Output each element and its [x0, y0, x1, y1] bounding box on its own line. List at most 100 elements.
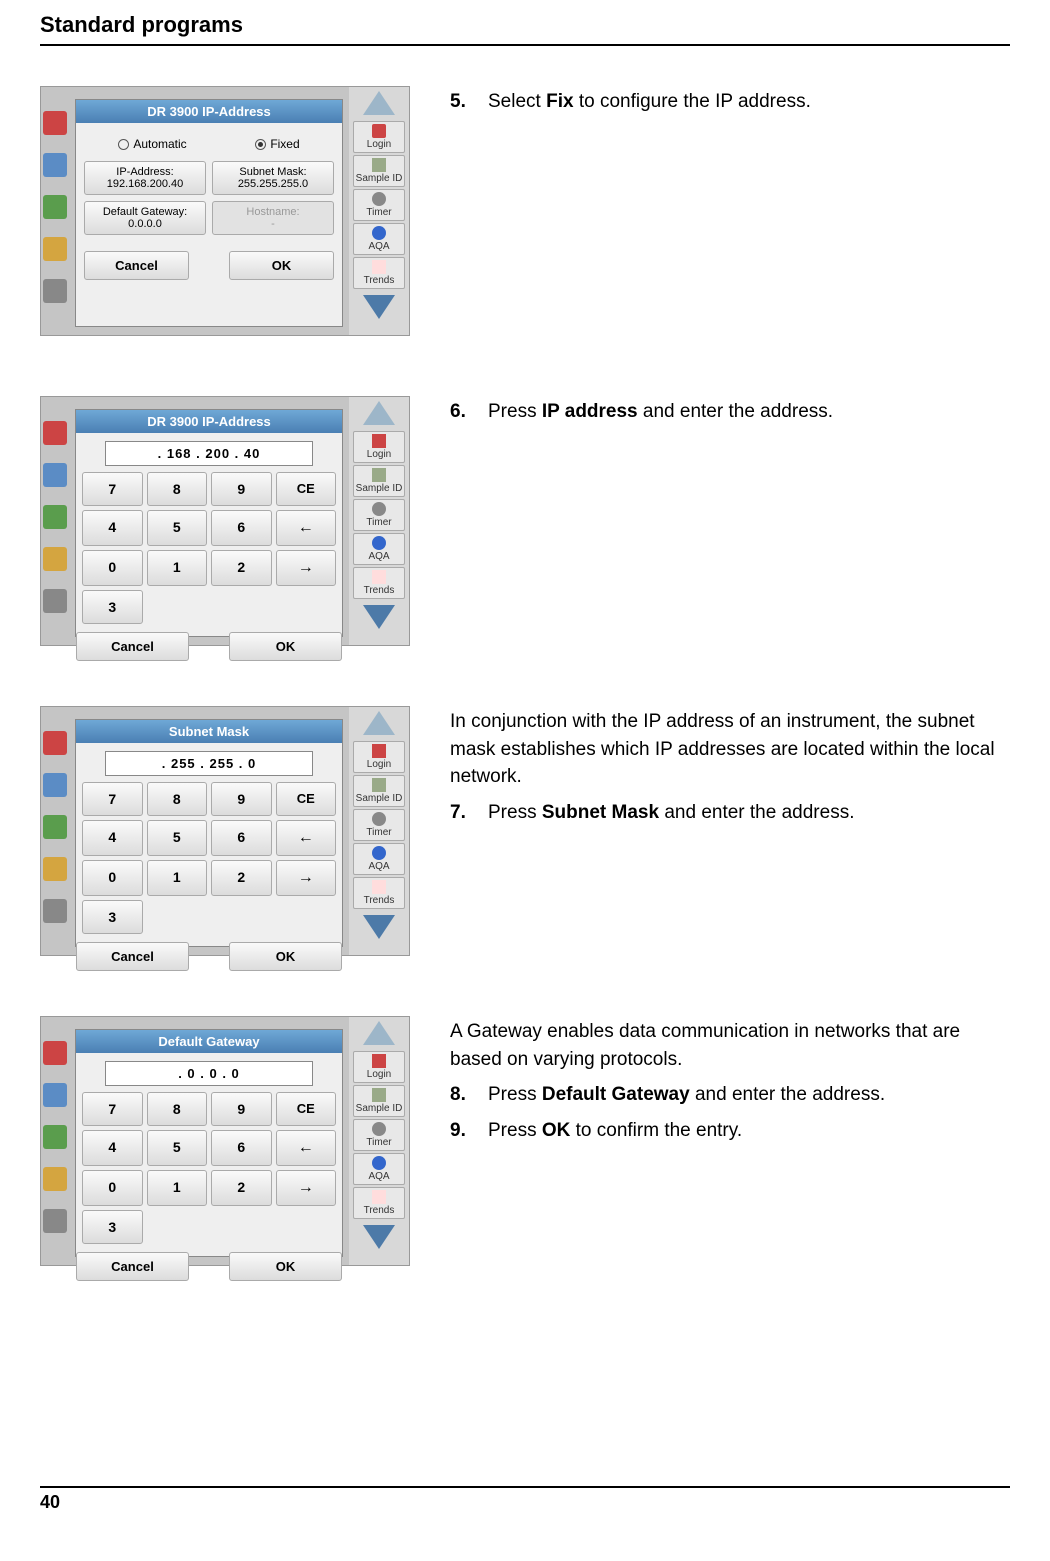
step-7-text: In conjunction with the IP address of an…: [450, 706, 1010, 834]
ok-button[interactable]: OK: [229, 632, 342, 661]
key-right-arrow[interactable]: [276, 860, 337, 896]
scroll-down-icon[interactable]: [363, 915, 395, 939]
gateway-display-field[interactable]: . 0 . 0 . 0: [105, 1061, 312, 1086]
scroll-up-icon[interactable]: [363, 711, 395, 735]
trends-button[interactable]: Trends: [353, 257, 405, 289]
person-icon: [43, 731, 67, 755]
subnet-mask-button[interactable]: Subnet Mask: 255.255.255.0: [212, 161, 334, 195]
key-0[interactable]: 0: [82, 860, 143, 896]
ok-button[interactable]: OK: [229, 251, 334, 280]
sample-id-button[interactable]: Sample ID: [353, 775, 405, 807]
radio-automatic[interactable]: Automatic: [118, 137, 186, 151]
scroll-up-icon[interactable]: [363, 1021, 395, 1045]
left-icon-strip: [43, 1041, 69, 1233]
timer-button[interactable]: Timer: [353, 499, 405, 531]
cancel-button[interactable]: Cancel: [84, 251, 189, 280]
key-ce[interactable]: CE: [276, 1092, 337, 1126]
sample-id-button[interactable]: Sample ID: [353, 155, 405, 187]
scroll-down-icon[interactable]: [363, 605, 395, 629]
scroll-up-icon[interactable]: [363, 91, 395, 115]
key-9[interactable]: 9: [211, 782, 272, 816]
key-ce[interactable]: CE: [276, 782, 337, 816]
back-icon: [43, 1209, 67, 1233]
scroll-down-icon[interactable]: [363, 1225, 395, 1249]
subnet-display-field[interactable]: . 255 . 255 . 0: [105, 751, 312, 776]
timer-button[interactable]: Timer: [353, 1119, 405, 1151]
trends-button[interactable]: Trends: [353, 567, 405, 599]
cancel-button[interactable]: Cancel: [76, 942, 189, 971]
key-right-arrow[interactable]: [276, 1170, 337, 1206]
folder-icon: [43, 237, 67, 261]
aqa-button[interactable]: AQA: [353, 843, 405, 875]
key-1[interactable]: 1: [147, 860, 208, 896]
key-3[interactable]: 3: [82, 590, 143, 624]
dialog-title: DR 3900 IP-Address: [76, 410, 342, 433]
step-8-9-text: A Gateway enables data communication in …: [450, 1016, 1010, 1152]
default-gateway-button[interactable]: Default Gateway: 0.0.0.0: [84, 201, 206, 235]
key-3[interactable]: 3: [82, 1210, 143, 1244]
ip-address-button[interactable]: IP-Address: 192.168.200.40: [84, 161, 206, 195]
key-9[interactable]: 9: [211, 1092, 272, 1126]
back-icon: [43, 589, 67, 613]
key-4[interactable]: 4: [82, 1130, 143, 1166]
key-3[interactable]: 3: [82, 900, 143, 934]
sample-id-button[interactable]: Sample ID: [353, 465, 405, 497]
timer-button[interactable]: Timer: [353, 809, 405, 841]
key-1[interactable]: 1: [147, 1170, 208, 1206]
radio-fixed[interactable]: Fixed: [255, 137, 299, 151]
key-5[interactable]: 5: [147, 820, 208, 856]
key-6[interactable]: 6: [211, 1130, 272, 1166]
login-button[interactable]: Login: [353, 431, 405, 463]
key-8[interactable]: 8: [147, 782, 208, 816]
dialog-title: DR 3900 IP-Address: [76, 100, 342, 123]
right-toolbar: Login Sample ID Timer AQA Trends: [349, 87, 409, 335]
subnet-keypad-dialog: Subnet Mask . 255 . 255 . 0 7 8 9 CE 4 5…: [75, 719, 343, 947]
key-6[interactable]: 6: [211, 510, 272, 546]
key-4[interactable]: 4: [82, 510, 143, 546]
key-4[interactable]: 4: [82, 820, 143, 856]
key-7[interactable]: 7: [82, 1092, 143, 1126]
key-2[interactable]: 2: [211, 860, 272, 896]
aqa-button[interactable]: AQA: [353, 533, 405, 565]
aqa-button[interactable]: AQA: [353, 223, 405, 255]
timer-button[interactable]: Timer: [353, 189, 405, 221]
key-7[interactable]: 7: [82, 782, 143, 816]
ip-display-field[interactable]: . 168 . 200 . 40: [105, 441, 312, 466]
ok-button[interactable]: OK: [229, 942, 342, 971]
key-left-arrow[interactable]: [276, 510, 337, 546]
scroll-up-icon[interactable]: [363, 401, 395, 425]
cancel-button[interactable]: Cancel: [76, 1252, 189, 1281]
login-button[interactable]: Login: [353, 741, 405, 773]
login-button[interactable]: Login: [353, 121, 405, 153]
key-6[interactable]: 6: [211, 820, 272, 856]
folder-icon: [43, 547, 67, 571]
key-left-arrow[interactable]: [276, 1130, 337, 1166]
trends-button[interactable]: Trends: [353, 877, 405, 909]
key-ce[interactable]: CE: [276, 472, 337, 506]
key-5[interactable]: 5: [147, 510, 208, 546]
key-8[interactable]: 8: [147, 472, 208, 506]
key-9[interactable]: 9: [211, 472, 272, 506]
key-right-arrow[interactable]: [276, 550, 337, 586]
key-2[interactable]: 2: [211, 550, 272, 586]
login-button[interactable]: Login: [353, 1051, 405, 1083]
clock-icon: [43, 153, 67, 177]
scroll-down-icon[interactable]: [363, 295, 395, 319]
page-footer: 40: [40, 1486, 1010, 1513]
trends-button[interactable]: Trends: [353, 1187, 405, 1219]
key-2[interactable]: 2: [211, 1170, 272, 1206]
key-7[interactable]: 7: [82, 472, 143, 506]
key-1[interactable]: 1: [147, 550, 208, 586]
aqa-button[interactable]: AQA: [353, 1153, 405, 1185]
key-left-arrow[interactable]: [276, 820, 337, 856]
key-0[interactable]: 0: [82, 550, 143, 586]
cancel-button[interactable]: Cancel: [76, 632, 189, 661]
key-0[interactable]: 0: [82, 1170, 143, 1206]
clock-icon: [43, 773, 67, 797]
screenshot-ip-keypad: DR 3900 IP-Address . 168 . 200 . 40 7 8 …: [40, 396, 410, 646]
key-5[interactable]: 5: [147, 1130, 208, 1166]
ok-button[interactable]: OK: [229, 1252, 342, 1281]
key-8[interactable]: 8: [147, 1092, 208, 1126]
sample-id-button[interactable]: Sample ID: [353, 1085, 405, 1117]
step-8-intro: A Gateway enables data communication in …: [450, 1018, 1010, 1073]
